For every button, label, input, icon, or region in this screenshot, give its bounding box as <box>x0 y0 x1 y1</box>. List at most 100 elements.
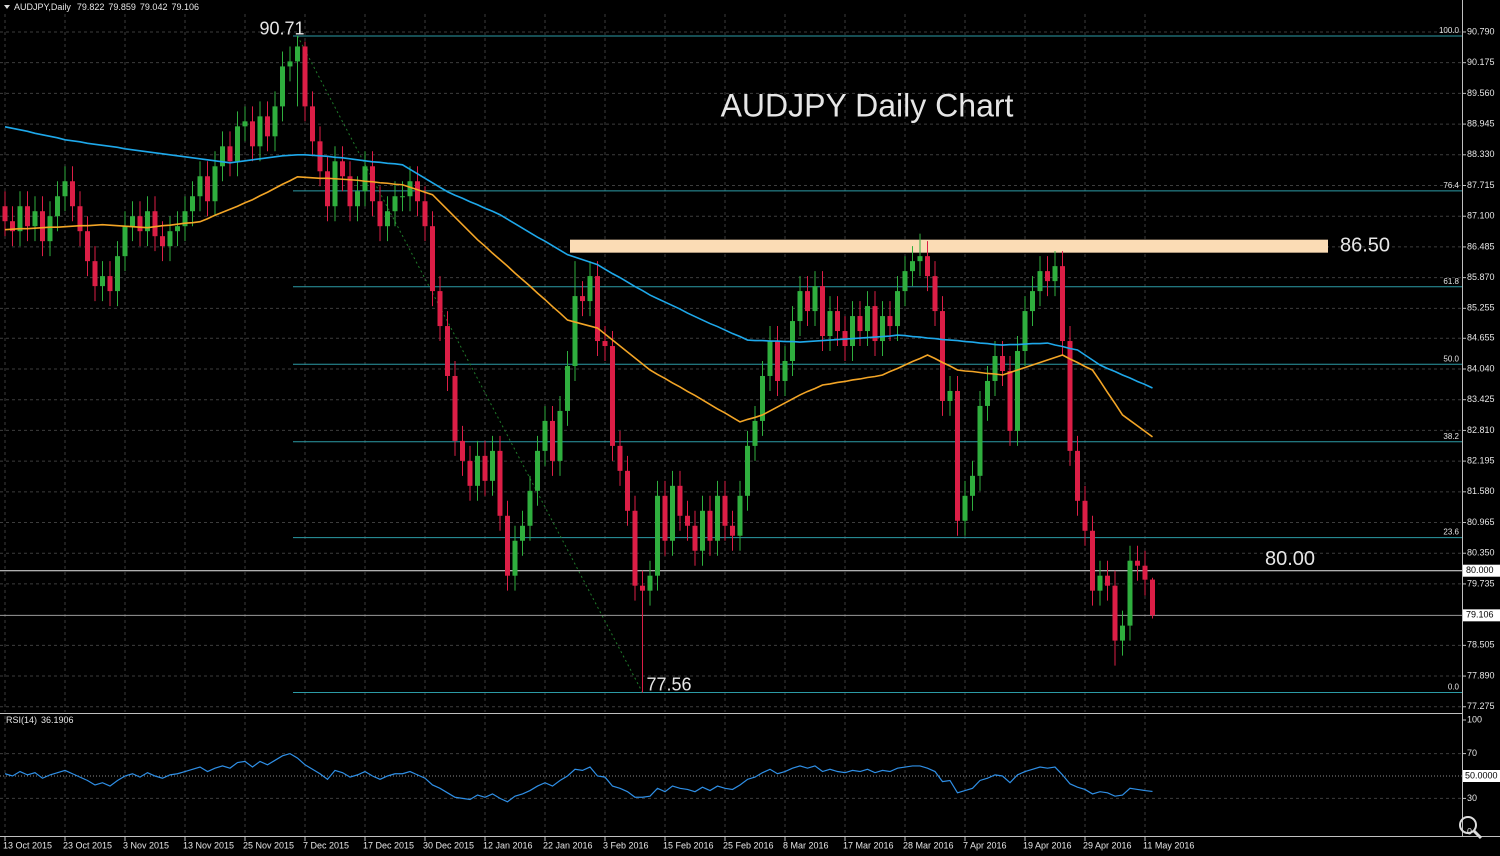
zoom-icon[interactable] <box>1459 816 1483 840</box>
candle-body <box>422 201 428 227</box>
candle-body <box>370 166 375 202</box>
plot-layer: 90.790 90.175 89.560 88.945 88.330 87.715 87.1… <box>0 14 1500 850</box>
candle-body <box>685 515 690 526</box>
y-tick-label: 82.195 <box>1467 455 1495 465</box>
candle-body <box>587 276 593 302</box>
candle-body <box>1067 341 1073 451</box>
candle-body <box>407 181 413 197</box>
candle-body <box>857 316 863 332</box>
candle-body <box>1022 311 1028 352</box>
candle-body <box>160 236 165 247</box>
zoom-handle <box>1472 829 1483 840</box>
current-price-label: 79.106 <box>1466 610 1494 620</box>
candle-body <box>962 495 968 521</box>
candle-body <box>745 445 750 496</box>
candle-body <box>257 116 263 147</box>
y-tick-label: 86.485 <box>1467 241 1495 251</box>
candle-body <box>392 196 398 212</box>
y-tick-label: 90.175 <box>1467 57 1495 67</box>
candle-body <box>1082 500 1088 531</box>
support-axis-label: 80.000 <box>1466 565 1494 575</box>
candle-body <box>1007 370 1013 431</box>
candle-body <box>610 346 615 446</box>
rsi-level-label: 50.0000 <box>1465 770 1498 780</box>
y-tick-label: 85.255 <box>1467 303 1495 313</box>
y-tick-label: 80.350 <box>1467 548 1495 558</box>
candle-body <box>460 440 465 461</box>
y-tick-label: 77.890 <box>1467 670 1495 680</box>
peak-label: 90.71 <box>260 19 305 39</box>
candle-body <box>415 181 420 202</box>
y-tick-label: 80.965 <box>1467 517 1495 527</box>
candle-body <box>77 206 83 232</box>
candle-body <box>910 261 915 272</box>
candle-body <box>62 181 68 197</box>
candle-body <box>572 296 578 366</box>
moving-average <box>4 126 1153 389</box>
support-axis-box <box>1463 564 1500 577</box>
candle-body <box>235 126 240 162</box>
rsi-y-tick-label: 0 <box>1467 826 1472 836</box>
fib-label: 0.0 <box>1448 683 1460 692</box>
rsi-last: 36.1906 <box>41 715 74 725</box>
candle-body <box>17 206 23 232</box>
candle-body <box>265 116 270 137</box>
candle-body <box>212 166 218 202</box>
candle-body <box>977 405 983 476</box>
candle-body <box>715 495 720 541</box>
support-label: 80.00 <box>1265 548 1315 570</box>
candle-body <box>805 291 810 312</box>
candle-body <box>617 445 623 471</box>
candle-body <box>1112 585 1118 641</box>
candle-body <box>467 460 473 486</box>
candle-body <box>122 226 128 257</box>
candle-body <box>32 211 38 227</box>
candle-body <box>512 540 518 576</box>
x-tick-label: 7 Dec 2015 <box>303 840 349 850</box>
candle-body <box>295 46 300 62</box>
x-tick-label: 17 Dec 2015 <box>363 840 414 850</box>
y-tick-label: 89.560 <box>1467 88 1495 98</box>
candle-body <box>347 176 353 207</box>
x-tick-label: 25 Nov 2015 <box>243 840 294 850</box>
candle-body <box>302 46 308 107</box>
candle-body <box>925 256 930 277</box>
fib-label: 50.0 <box>1443 354 1459 363</box>
y-tick-label: 82.810 <box>1467 425 1495 435</box>
candle-body <box>880 316 885 342</box>
y-tick-label: 84.655 <box>1467 333 1495 343</box>
zoom-lens <box>1459 816 1477 834</box>
rsi-header: RSI(14) 36.1906 <box>6 715 74 725</box>
fib-label: 38.2 <box>1443 432 1459 441</box>
x-tick-label: 29 Apr 2016 <box>1083 840 1132 850</box>
last-high: 79.859 <box>108 2 136 12</box>
y-tick-label: 88.945 <box>1467 118 1495 128</box>
candle-body <box>400 196 405 198</box>
x-tick-label: 15 Feb 2016 <box>663 840 714 850</box>
x-tick-label: 13 Oct 2015 <box>3 840 52 850</box>
candle-body <box>340 161 345 177</box>
rsi-y-tick-label: 100 <box>1467 714 1482 724</box>
candle-body <box>205 176 210 202</box>
candle-body <box>677 485 683 516</box>
fib-label: 76.4 <box>1443 181 1459 190</box>
candle-body <box>100 276 105 287</box>
candle-body <box>107 276 113 292</box>
candle-body <box>287 61 293 67</box>
last-open: 79.822 <box>77 2 105 12</box>
candle-body <box>362 166 368 192</box>
candle-body <box>250 121 255 147</box>
candle-body <box>985 380 990 406</box>
candle-body <box>175 226 180 232</box>
candle-body <box>1060 266 1065 342</box>
x-tick-label: 19 Apr 2016 <box>1023 840 1072 850</box>
candle-body <box>1127 560 1133 626</box>
x-tick-label: 12 Jan 2016 <box>483 840 533 850</box>
menu-icon[interactable] <box>4 5 10 9</box>
candle-body <box>782 361 788 381</box>
candle-body <box>25 206 30 227</box>
candle-body <box>55 196 60 217</box>
candle-body <box>325 171 330 207</box>
candle-body <box>827 311 833 337</box>
candle-body <box>640 585 645 591</box>
